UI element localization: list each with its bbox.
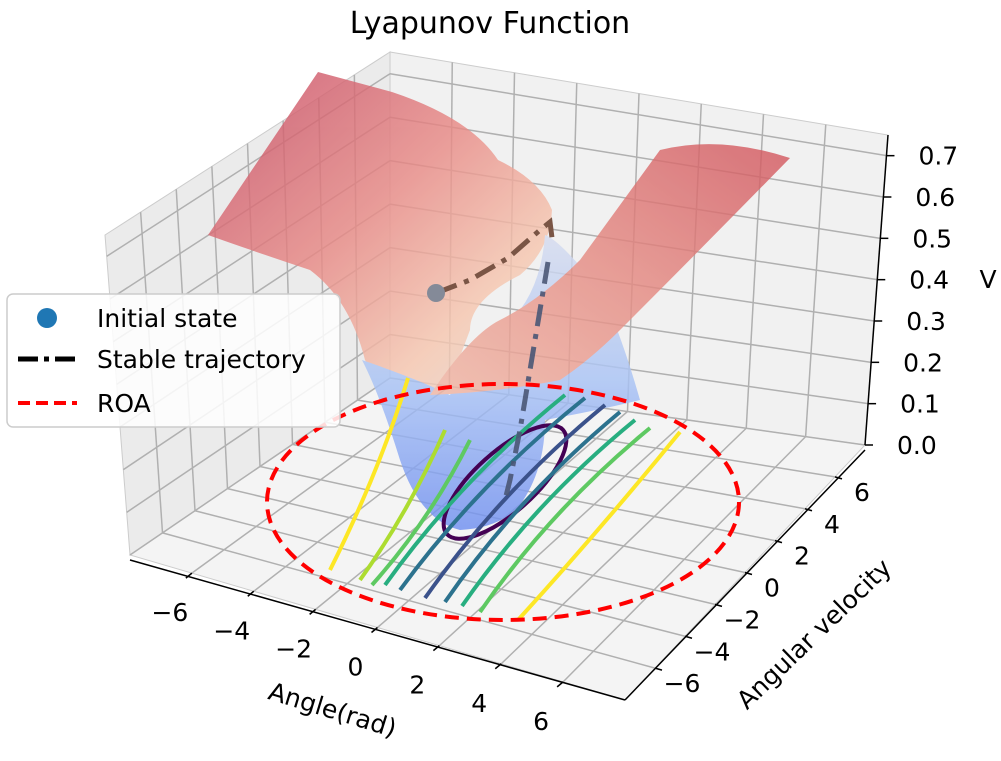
x-tick-group: −6 −4 −2 0 2 4 6 <box>151 572 564 736</box>
y-tick-mark <box>744 571 753 576</box>
z-tick-label: 0.4 <box>909 266 949 295</box>
grid-line-x-back <box>804 124 827 437</box>
axis-lines <box>129 134 889 701</box>
grid-line-z-back <box>389 116 884 198</box>
contour-line <box>443 410 622 604</box>
contour-line-outer <box>358 429 447 582</box>
contour-line <box>423 403 607 600</box>
z-axis-label: V <box>979 265 996 294</box>
z-tick-label: 0.2 <box>903 348 943 377</box>
y-tick-mark <box>834 476 843 480</box>
grid-line-z-back <box>389 72 887 157</box>
z-tick-label: 0.1 <box>900 390 940 419</box>
y-tick-mark <box>654 667 663 671</box>
stable-trajectory-upper <box>435 217 555 296</box>
y-tick-label: −4 <box>694 637 731 666</box>
x-tick-mark <box>185 572 193 579</box>
x-tick-label: 0 <box>348 653 364 682</box>
x-tick-label: 4 <box>471 689 487 718</box>
z-tick-label: 0.7 <box>918 142 958 171</box>
initial-state-marker <box>427 284 445 302</box>
x-tick-label: −4 <box>213 616 250 645</box>
contour-lines <box>328 377 682 622</box>
y-tick-mark <box>714 603 723 608</box>
roa-ellipse <box>265 382 741 622</box>
lyapunov-surface <box>208 72 790 530</box>
x-tick-mark <box>432 645 440 652</box>
x-tick-label: 6 <box>533 707 549 736</box>
surface-left-plateau <box>208 72 552 395</box>
grid-line-y-floor <box>259 465 746 574</box>
contour-line <box>398 396 587 592</box>
y-tick-label: 0 <box>764 574 780 603</box>
legend: Initial state Stable trajectory ROA <box>6 293 341 428</box>
stable-trajectory-lower <box>502 261 551 501</box>
contour-line <box>383 393 567 587</box>
y-tick-label: 4 <box>824 510 840 539</box>
y-tick-mark <box>804 508 813 512</box>
y-tick-mark <box>684 635 693 639</box>
z-tick-label: 0.3 <box>906 307 946 336</box>
x-tick-mark <box>371 626 378 634</box>
legend-initial-state-marker <box>37 308 57 328</box>
contour-line-outer <box>328 377 410 571</box>
contour-line-outer <box>370 439 472 587</box>
y-tick-label: −2 <box>724 605 761 634</box>
y-tick-label: 6 <box>854 478 870 507</box>
grid-line-y-floor <box>227 487 716 606</box>
z-tick-label: 0.5 <box>912 224 952 253</box>
z-tick-label: 0.0 <box>897 431 937 460</box>
y-tick-mark <box>774 539 783 544</box>
contour-line-outer <box>516 430 682 622</box>
y-tick-label: 2 <box>794 542 810 571</box>
contour-line <box>478 426 652 614</box>
y-tick-label: −6 <box>664 669 701 698</box>
x-tick-mark <box>247 590 255 597</box>
surface-right-ridge <box>430 144 790 395</box>
legend-roa-label: ROA <box>97 389 151 418</box>
x-axis-label: Angle(rad) <box>265 677 400 743</box>
chart-title: Lyapunov Function <box>350 6 630 41</box>
x-tick-mark <box>556 681 564 688</box>
x-tick-label: −6 <box>151 598 188 627</box>
x-tick-mark <box>309 608 317 615</box>
z-tick-label: 0.6 <box>915 183 955 212</box>
legend-trajectory-label: Stable trajectory <box>97 345 306 374</box>
z-tick-group: 0.0 0.1 0.2 0.3 0.4 0.5 0.6 0.7 <box>865 142 958 460</box>
legend-box <box>6 293 341 428</box>
grid-line-z-side <box>129 377 391 556</box>
x-tick-mark <box>494 663 502 670</box>
x-tick-label: 2 <box>409 671 425 700</box>
contour-line <box>460 418 637 608</box>
grid-line-y-floor <box>162 532 656 669</box>
legend-initial-state-label: Initial state <box>97 304 237 333</box>
x-tick-label: −2 <box>275 634 312 663</box>
grid-lines <box>106 62 887 683</box>
